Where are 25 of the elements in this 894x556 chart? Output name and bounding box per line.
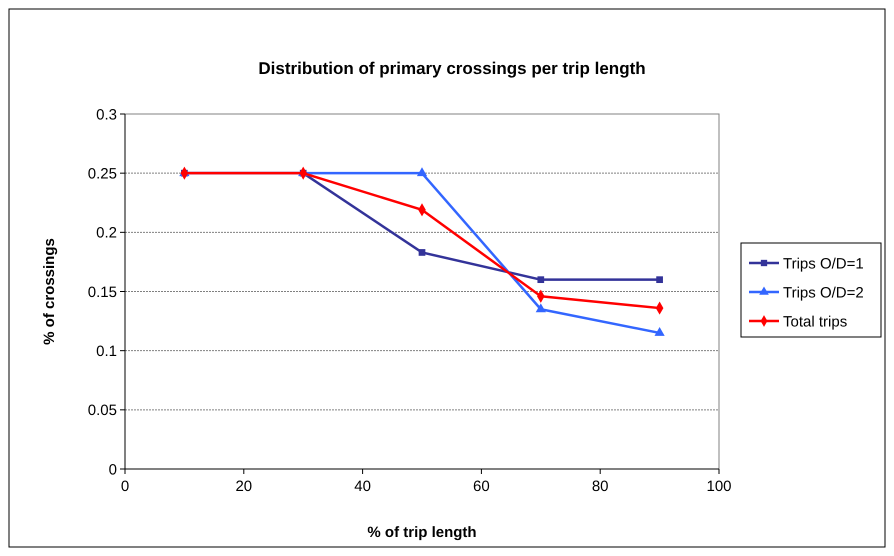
y-tick-label: 0: [108, 461, 117, 478]
y-tick-label: 0.15: [88, 284, 117, 301]
x-tick-label: 40: [354, 478, 371, 495]
y-tick-label: 0.25: [88, 165, 117, 182]
x-tick-label: 100: [706, 478, 732, 495]
point: [418, 249, 426, 256]
legend-label: Trips O/D=2: [783, 284, 864, 302]
x-tick-label: 0: [120, 478, 130, 495]
y-tick-label: 0.3: [96, 106, 117, 124]
y-tick-label: 0.2: [96, 224, 117, 242]
point: [537, 276, 544, 284]
x-tick-label: 80: [592, 478, 609, 495]
point: [536, 303, 546, 312]
point: [654, 327, 665, 336]
x-axis-title: % of trip length: [367, 524, 477, 541]
x-tick-label: 20: [235, 478, 252, 495]
point: [416, 167, 428, 176]
chart-title: Distribution of primary crossings per trip length: [258, 59, 646, 78]
legend-label: Total trips: [783, 313, 848, 330]
y-axis-title: % of crossings: [41, 238, 58, 345]
y-tick-label: 0.1: [96, 342, 117, 360]
legend-label: Trips O/D=1: [783, 255, 864, 272]
point: [656, 276, 663, 284]
y-tick-label: 0.05: [88, 402, 117, 420]
x-tick-label: 60: [473, 478, 490, 495]
